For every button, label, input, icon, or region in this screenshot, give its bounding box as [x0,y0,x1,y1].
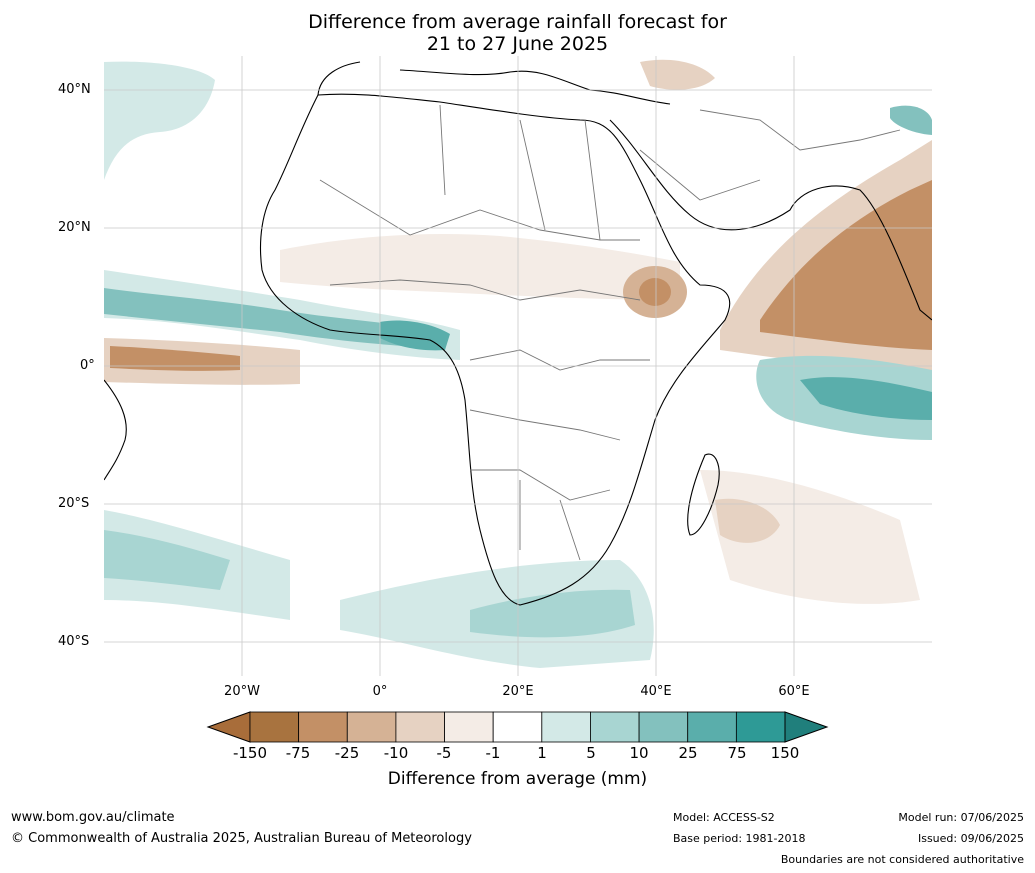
colorbar [206,711,829,743]
website-link[interactable]: www.bom.gov.au/climate [11,810,175,825]
lon-label-0: 0° [372,684,388,699]
gridlines [104,56,932,676]
colorbar-label: 75 [727,744,747,762]
colorbar-boxes [249,711,786,743]
dry-region-arabian-sea-core [760,180,932,350]
border-line [319,179,640,241]
colorbar-extend-high [784,711,829,743]
lat-label-20s: 20°S [58,496,90,511]
colorbar-label: -1 [485,744,501,762]
dry-region-atlantic-core [110,346,240,371]
colorbar-label: -5 [436,744,452,762]
coastlines [104,61,932,606]
border-line [469,349,650,371]
copyright-text: © Commonwealth of Australia 2025, Austra… [11,831,472,846]
lon-label-20e: 20°E [502,684,534,699]
border-line [439,104,601,241]
colorbar-box [735,711,786,743]
colorbar-box [638,711,689,743]
wet-region-south-atlantic-core [104,530,230,590]
wet-region-indian-ocean-core [800,377,932,420]
border-line [329,279,641,301]
colorbar-box [687,711,737,743]
madagascar-coastline [687,453,720,536]
model-run-date: Model run: 07/06/2025 [898,811,1024,824]
wet-region-south-of-africa-core [470,589,635,638]
colorbar-box [541,711,591,743]
colorbar-label: 5 [586,744,596,762]
africa-coastline [260,93,731,606]
base-period: Base period: 1981-2018 [673,832,806,845]
lon-label-20w: 20°W [224,684,260,699]
dry-region-madagascar-east [715,498,780,543]
colorbar-box [395,711,445,743]
colorbar-label: -25 [334,744,360,762]
border-line [699,109,901,151]
country-borders [319,104,901,561]
lat-label-40n: 40°N [58,82,91,97]
dry-region-mediterranean [640,59,715,90]
border-line [519,480,581,561]
colorbar-box [492,711,543,743]
colorbar-label: -75 [285,744,311,762]
map-title-line2: 21 to 27 June 2025 [426,33,609,55]
south-america-coastline [104,379,127,481]
dry-region-south-indian-ocean [700,470,920,604]
colorbar-box [590,711,640,743]
model-name: Model: ACCESS-S2 [673,811,775,824]
colorbar-label: -10 [383,744,409,762]
anomaly-shading [104,59,932,668]
colorbar-label: 150 [770,744,800,762]
map-plot-area [104,56,932,676]
colorbar-title: Difference from average (mm) [387,769,648,789]
border-line [639,149,761,201]
lat-label-40s: 40°S [58,634,90,649]
lon-label-40e: 40°E [640,684,672,699]
lon-label-60e: 60°E [778,684,810,699]
wet-region-north-atlantic [104,61,215,180]
wet-region-gulf-guinea [380,320,450,351]
colorbar-label: 1 [537,744,547,762]
wet-region-persian [890,105,932,135]
colorbar-label: 10 [629,744,649,762]
lat-label-equator: 0° [80,358,95,373]
colorbar-label: 25 [678,744,698,762]
dry-region-ethiopia-core [639,278,671,306]
colorbar-box [298,711,348,743]
boundaries-disclaimer: Boundaries are not considered authoritat… [780,853,1024,866]
border-line [469,409,621,441]
colorbar-box [444,711,494,743]
arabia-coastline [609,119,932,321]
colorbar-box [249,711,300,743]
lat-label-20n: 20°N [58,220,91,235]
border-line [470,469,611,501]
map-title-line1: Difference from average rainfall forecas… [308,11,727,33]
colorbar-box [346,711,397,743]
colorbar-extend-low [206,711,251,743]
issued-date: Issued: 09/06/2025 [917,832,1024,845]
colorbar-label: -150 [232,744,268,762]
